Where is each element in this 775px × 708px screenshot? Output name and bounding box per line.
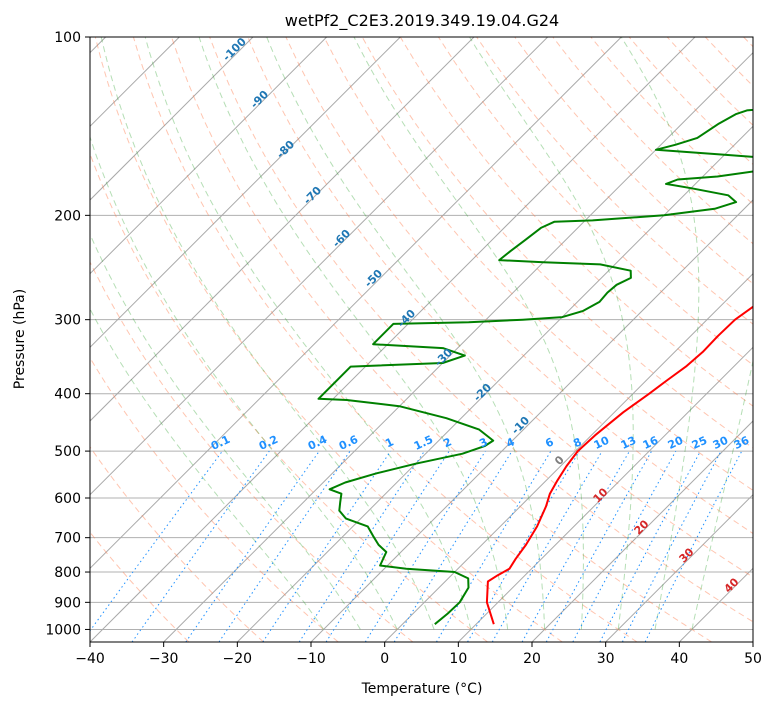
- dry-adiabat-line: [247, 37, 753, 578]
- dry-adiabat-line: [132, 37, 638, 642]
- dry-adiabat-line: [323, 37, 753, 491]
- mixing-ratio-label: 10: [592, 434, 612, 452]
- moist-adiabat-line: [90, 232, 361, 630]
- moist-adiabat-line: [353, 37, 584, 630]
- y-tick-label: 200: [54, 208, 81, 224]
- y-tick-label: 400: [54, 387, 81, 403]
- moist-adiabat-line: [198, 37, 509, 630]
- dry-adiabat-line: [90, 260, 414, 642]
- axes: −40 −30 −20 −10 0 10 20 30 40 50 100 200 300 400 500 60…: [45, 30, 762, 667]
- moist-adiabat-line: [144, 37, 472, 630]
- isotherm-line: [163, 51, 753, 642]
- y-tick-label: 600: [54, 491, 81, 507]
- mixing-ratio-line: [185, 450, 320, 642]
- moist-adiabat-line: [469, 37, 634, 630]
- moist-adiabat-line: [90, 308, 325, 630]
- y-tick-label: 800: [54, 565, 81, 581]
- x-tick-label: 30: [597, 651, 615, 667]
- x-tick-label: 40: [670, 651, 688, 667]
- isotherm-line: [90, 37, 328, 275]
- x-tick-label: −40: [75, 651, 105, 667]
- moist-adiabat-line: [691, 358, 753, 630]
- x-tick-label: −20: [223, 651, 253, 667]
- isotherm-line: [90, 37, 696, 642]
- dry-adiabat-line: [171, 37, 712, 642]
- y-tick-label: 500: [54, 444, 81, 460]
- x-tick-label: 0: [380, 651, 389, 667]
- isotherm-line: [605, 493, 753, 642]
- y-tick-label: 300: [54, 313, 81, 329]
- isotherm-line: [90, 37, 549, 496]
- isotherm-line: [90, 37, 622, 570]
- isotherm-line: [310, 199, 753, 642]
- dry-adiabat-line: [209, 37, 753, 623]
- x-tick-label: −30: [149, 651, 179, 667]
- mixing-ratio-line: [298, 450, 425, 642]
- isotherm-line: [236, 125, 753, 642]
- plot-frame: [89, 36, 754, 643]
- mixing-ratio-label: 20: [666, 434, 686, 452]
- profile-lines: [317, 108, 753, 625]
- dry-adiabat-line: [514, 37, 753, 285]
- moist-adiabat-line: [100, 37, 435, 630]
- mixing-ratio-line: [364, 450, 486, 642]
- moist-adiabat-line: [266, 37, 546, 630]
- mixing-ratio-label: 36: [732, 434, 752, 452]
- temperature-line: [485, 305, 753, 625]
- x-tick-label: 50: [744, 651, 762, 667]
- moist-adiabat-line: [620, 37, 700, 630]
- mixing-ratio-line: [218, 450, 351, 642]
- isotherm-line: [384, 272, 753, 642]
- y-axis-label: Pressure (hPa): [12, 289, 28, 389]
- dewpoint-line: [317, 108, 753, 625]
- y-tick-label: 900: [54, 595, 81, 611]
- y-tick-label: 100: [54, 30, 81, 46]
- mixing-ratio-line: [325, 450, 450, 642]
- x-tick-label: 10: [449, 651, 467, 667]
- isotherm-line: [90, 37, 401, 349]
- isotherm-line: [90, 37, 254, 201]
- mixing-ratio-line: [262, 450, 392, 642]
- dry-adiabat-line: [285, 37, 753, 535]
- mixing-ratio-line: [599, 450, 701, 642]
- dry-adiabat-line: [90, 446, 264, 642]
- mixing-ratio-label: 13: [619, 434, 638, 452]
- mixing-ratio-label: 30: [711, 434, 731, 452]
- isotherm-line: [90, 37, 475, 422]
- mixing-ratio-line: [572, 450, 677, 642]
- mixing-ratio-line: [435, 450, 552, 642]
- x-tick-label: −10: [296, 651, 326, 667]
- mixing-ratio-line: [393, 450, 513, 642]
- mixing-ratio-label: 25: [690, 434, 709, 452]
- x-tick-label: 20: [523, 651, 541, 667]
- x-axis-label: Temperature (°C): [361, 681, 483, 697]
- mixing-ratio-label: 16: [641, 434, 661, 452]
- isotherm-line: [531, 420, 753, 642]
- y-tick-label: 700: [54, 531, 81, 547]
- y-tick-label: 1000: [45, 622, 81, 638]
- dry-adiabat-line: [94, 37, 563, 642]
- moist-adiabat-line: [90, 135, 398, 630]
- isotherm-line: [457, 346, 753, 642]
- background-lines: [90, 37, 753, 642]
- dry-adiabat-line: [476, 37, 753, 325]
- chart-title: wetPf2_C2E3.2019.349.19.04.G24: [285, 11, 559, 31]
